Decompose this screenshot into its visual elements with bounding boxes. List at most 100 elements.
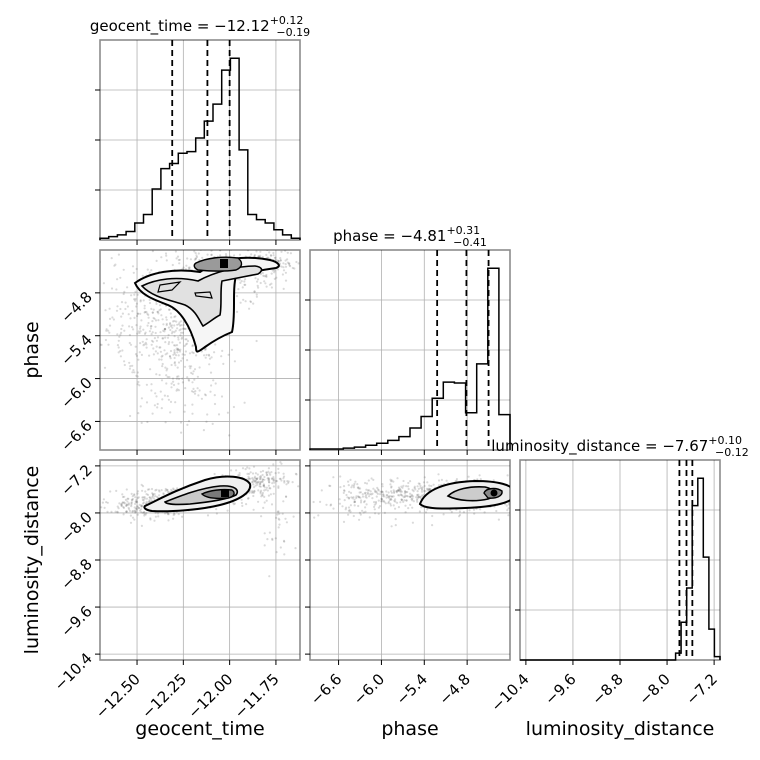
sample-point <box>380 498 383 501</box>
sample-point <box>479 478 482 481</box>
sample-point <box>278 518 281 521</box>
sample-point <box>148 499 151 502</box>
sample-point <box>134 510 137 513</box>
sample-point <box>288 262 291 265</box>
sample-point <box>366 491 369 494</box>
sample-point <box>148 301 152 305</box>
sample-point <box>237 474 240 477</box>
sample-point <box>392 495 395 498</box>
sample-point <box>193 392 197 395</box>
sample-point <box>107 343 110 346</box>
sample-point <box>431 514 434 518</box>
x-tick-label: −9.6 <box>541 670 579 708</box>
sample-point <box>405 494 408 498</box>
sample-point <box>390 480 393 483</box>
sample-point <box>416 485 419 488</box>
sample-point <box>404 490 407 493</box>
sample-point <box>166 375 169 379</box>
sample-point <box>147 321 150 325</box>
sample-point <box>268 481 271 484</box>
sample-point <box>235 295 239 298</box>
sample-point <box>259 475 262 478</box>
sample-point <box>410 494 413 497</box>
sample-point <box>394 518 397 521</box>
sample-point <box>278 477 281 480</box>
sample-point <box>166 336 170 339</box>
sample-point <box>272 477 275 480</box>
sample-point <box>259 281 262 285</box>
sample-point <box>135 507 138 510</box>
sample-point <box>394 500 397 503</box>
sample-point <box>176 366 179 369</box>
sample-point <box>254 480 257 483</box>
sample-point <box>148 496 151 499</box>
sample-point <box>167 308 171 311</box>
sample-point <box>195 254 198 257</box>
sample-point <box>152 340 155 343</box>
sample-point <box>110 287 114 290</box>
sample-point <box>188 352 192 355</box>
density-peak <box>490 489 498 497</box>
sample-point <box>428 488 431 491</box>
sample-point <box>266 538 269 541</box>
sample-point <box>155 395 158 398</box>
sample-point <box>394 524 397 527</box>
sample-point <box>186 339 190 343</box>
sample-point <box>389 504 392 507</box>
sample-point <box>155 339 158 342</box>
sample-point <box>284 517 287 520</box>
sample-point <box>166 395 169 398</box>
sample-point <box>112 318 115 321</box>
sample-point <box>299 250 300 252</box>
sample-point <box>431 524 434 527</box>
sample-point <box>267 256 270 259</box>
x-tick-label: −7.2 <box>682 670 720 708</box>
sample-point <box>171 326 174 329</box>
sample-point <box>161 362 164 366</box>
sample-point <box>253 475 257 478</box>
sample-point <box>148 354 151 357</box>
sample-point <box>320 489 323 492</box>
sample-point <box>286 480 289 483</box>
sample-point <box>185 264 188 267</box>
sample-point <box>169 328 172 332</box>
sample-point <box>288 262 291 265</box>
sample-point <box>141 505 144 508</box>
quantile-lines <box>171 40 694 660</box>
contour-fill-inner <box>193 256 243 272</box>
sample-point <box>268 478 271 482</box>
sample-point <box>125 504 128 507</box>
sample-point <box>416 490 419 493</box>
sample-point <box>254 472 257 475</box>
sample-point <box>313 516 316 519</box>
sample-point <box>263 544 266 547</box>
sample-point <box>252 491 255 494</box>
sample-point <box>312 489 314 491</box>
sample-point <box>382 493 385 496</box>
xlabel-luminosity-distance: luminosity_distance <box>526 718 715 740</box>
sample-point <box>121 501 124 504</box>
sample-point <box>134 502 137 505</box>
sample-point <box>357 504 360 508</box>
sample-point <box>160 379 164 382</box>
sample-point <box>418 510 421 513</box>
sample-point <box>277 260 280 263</box>
sample-point <box>149 497 153 500</box>
sample-point <box>193 368 197 371</box>
sample-point <box>140 508 143 511</box>
sample-point <box>230 348 234 351</box>
sample-point <box>395 490 398 493</box>
sample-point <box>389 502 392 505</box>
sample-point <box>259 481 262 484</box>
sample-point <box>136 375 139 378</box>
sample-point <box>172 320 175 323</box>
sample-point <box>132 328 135 331</box>
sample-point <box>259 254 262 257</box>
sample-point <box>173 335 176 338</box>
sample-point <box>402 484 405 487</box>
sample-point <box>418 482 421 485</box>
sample-point <box>262 506 265 509</box>
sample-point <box>205 420 208 423</box>
sample-point <box>123 495 126 498</box>
sample-point <box>137 496 140 499</box>
